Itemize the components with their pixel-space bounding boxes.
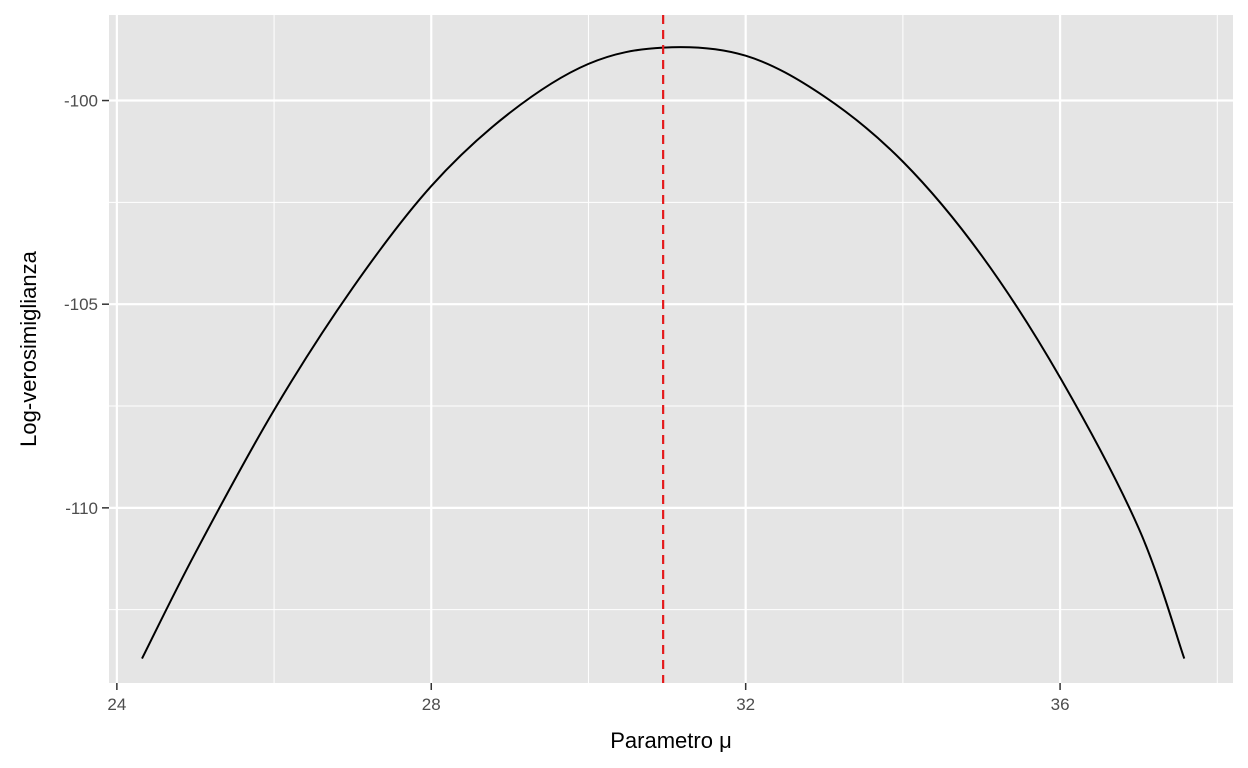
major-gridlines (109, 15, 1233, 683)
x-tick-label: 28 (422, 695, 441, 714)
y-tick-label: -110 (65, 499, 98, 518)
x-tick-label: 24 (107, 695, 126, 714)
y-axis: -100 -105 -110 (64, 92, 109, 518)
x-axis: 24 28 32 36 (107, 683, 1070, 714)
minor-gridlines (109, 15, 1233, 683)
plot-panel (109, 15, 1233, 683)
x-tick-label: 36 (1051, 695, 1070, 714)
log-likelihood-curve (141, 46, 1186, 660)
x-axis-title: Parametro μ (610, 728, 732, 753)
y-tick-label: -100 (64, 92, 98, 111)
x-tick-label: 32 (736, 695, 755, 714)
y-axis-title: Log-verosimiglianza (16, 250, 41, 446)
y-tick-label: -105 (64, 295, 98, 314)
